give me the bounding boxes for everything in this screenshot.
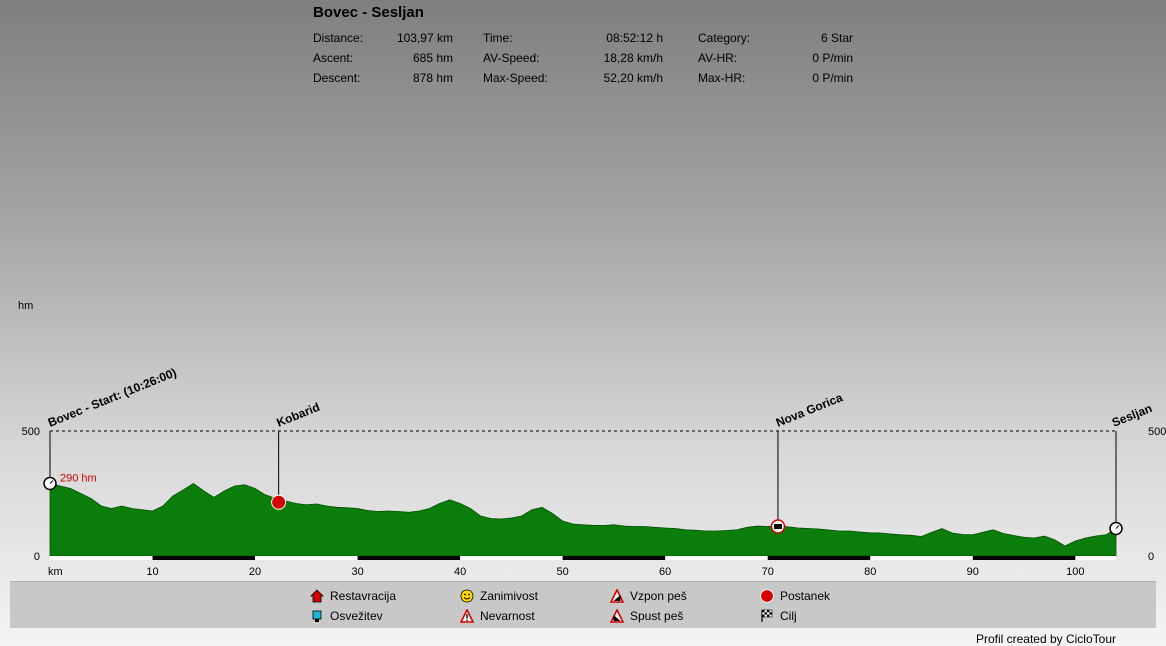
y-tick-label-left: 500	[22, 426, 40, 438]
legend-label: Zanimivost	[480, 589, 539, 603]
x-tick-label: 60	[659, 566, 671, 578]
credit-text: Profil created by CicloTour	[975, 632, 1116, 646]
legend-item: Vzpon peš	[609, 588, 687, 603]
y-tick-label-left: 0	[34, 551, 40, 563]
legend-label: Vzpon peš	[630, 589, 687, 603]
x-tick-label: 80	[864, 566, 876, 578]
legend-label: Spust peš	[630, 609, 684, 623]
descent-icon	[609, 608, 625, 623]
elevation-profile-chart: hm 0 0 500 500 km 10 20 30 40 50 60 70 80 90 100 290 hm B…	[18, 300, 1166, 578]
clock-hand	[1115, 525, 1120, 529]
x-axis-band	[357, 556, 461, 560]
stat-label: AV-HR:	[698, 51, 738, 65]
x-axis-label: km	[48, 566, 63, 578]
legend-item: Spust peš	[609, 608, 684, 623]
stat-label: Max-HR:	[698, 71, 746, 85]
legend-item: Cilj	[760, 609, 797, 623]
stat-value: 103,97 km	[396, 31, 453, 45]
x-tick-label: 70	[762, 566, 774, 578]
finish-flag-icon	[760, 609, 774, 623]
clock-hand	[49, 480, 54, 484]
waypoint-label: Kobarid	[275, 400, 322, 430]
warning-icon	[459, 608, 475, 623]
legend-label: Restavracija	[330, 589, 397, 603]
stat-value: 08:52:12 h	[606, 31, 663, 45]
stop-icon	[271, 494, 287, 510]
y-axis-label: hm	[18, 300, 33, 312]
legend-item: Postanek	[760, 589, 830, 603]
house-icon	[310, 589, 324, 603]
route-title: Bovec - Sesljan	[313, 4, 424, 21]
legend-item: Restavracija	[310, 589, 396, 603]
x-axis-band	[972, 556, 1076, 560]
legend-item: Nevarnost	[459, 608, 535, 623]
x-tick-label: 10	[146, 566, 158, 578]
y-tick-label-right: 0	[1148, 551, 1154, 563]
x-tick-label: 40	[454, 566, 466, 578]
legend-label: Nevarnost	[480, 609, 535, 623]
y-tick-label-right: 500	[1148, 426, 1166, 438]
legend-label: Postanek	[780, 589, 831, 603]
x-tick-label: 90	[967, 566, 979, 578]
stat-label: AV-Speed:	[483, 51, 540, 65]
stat-label: Time:	[483, 31, 513, 45]
stat-value: 18,28 km/h	[603, 51, 663, 65]
legend-label: Cilj	[780, 609, 797, 623]
elevation-area	[49, 482, 1117, 557]
stat-label: Max-Speed:	[483, 71, 548, 85]
stat-label: Category:	[698, 31, 751, 45]
x-tick-label: 30	[351, 566, 363, 578]
stat-value: 52,20 km/h	[603, 71, 663, 85]
x-tick-label: 50	[557, 566, 569, 578]
x-tick-label: 100	[1066, 566, 1084, 578]
cup-icon	[310, 609, 324, 623]
stat-label: Distance:	[313, 31, 364, 45]
stat-label: Descent:	[313, 71, 361, 85]
smiley-icon	[460, 589, 474, 603]
legend-item: Zanimivost	[460, 589, 538, 603]
legend: Restavracija Osvežitev Zanimivost Nevarnost…	[10, 581, 1156, 628]
x-tick-label: 20	[249, 566, 261, 578]
bus-body	[773, 524, 782, 529]
legend-item: Osvežitev	[310, 609, 383, 623]
stat-value: 878 hm	[412, 71, 453, 85]
stat-value: 6 Star	[820, 31, 853, 45]
x-axis-band	[152, 556, 256, 560]
legend-label: Osvežitev	[330, 609, 383, 623]
start-elevation-label: 290 hm	[60, 473, 97, 485]
climb-icon	[609, 588, 625, 603]
stat-label: Ascent:	[313, 51, 354, 65]
stat-value: 0 P/min	[812, 51, 853, 65]
stat-value: 0 P/min	[812, 71, 853, 85]
waypoint-label: Bovec - Start: (10:26:00)	[46, 365, 179, 429]
stat-value: 685 hm	[412, 51, 453, 65]
x-axis-band	[562, 556, 666, 560]
x-axis-band	[767, 556, 871, 560]
waypoint-label: Nova Gorica	[774, 390, 845, 430]
stop-icon	[760, 589, 774, 603]
